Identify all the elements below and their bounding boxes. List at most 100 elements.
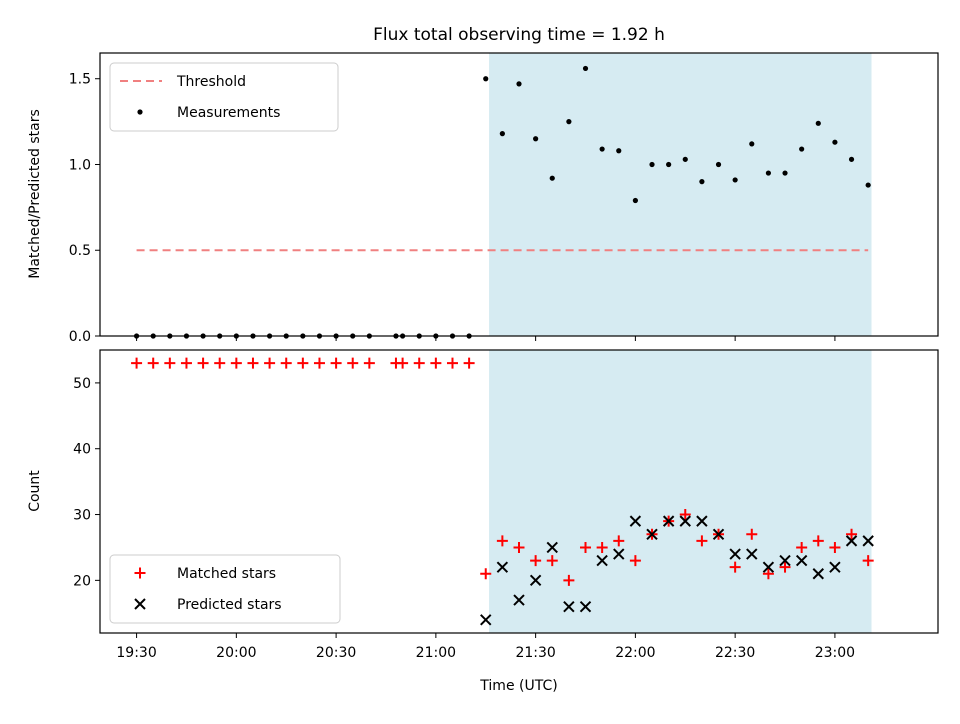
matched-star-point: [580, 541, 592, 553]
predicted-star-point: [762, 561, 775, 573]
y-tick-label: 40: [73, 442, 91, 458]
predicted-star-point: [496, 561, 509, 573]
matched-star-point: [829, 541, 841, 553]
matched-star-point: [480, 568, 492, 580]
matched-star-point: [679, 509, 691, 521]
top-y-axis-label: Matched/Predicted stars: [27, 109, 43, 279]
matched-star-point: [413, 357, 425, 369]
x-axis-label: Time (UTC): [479, 678, 557, 694]
measurement-point: [699, 179, 705, 185]
x-tick-label: 23:00: [815, 645, 855, 661]
matched-star-point: [513, 541, 525, 553]
plot-layer: 0.0 0.5 1.0 1.5 Threshold Measurements 20 30 40 5…: [69, 52, 939, 661]
legend-box: [109, 62, 339, 132]
matched-star-point: [779, 561, 791, 573]
matched-star-point: [397, 357, 409, 369]
matched-star-point: [147, 357, 159, 369]
measurement-point: [599, 146, 605, 152]
legend-label: Predicted stars: [177, 597, 282, 613]
y-tick-label: 1.0: [69, 157, 91, 173]
y-tick-label: 0.0: [69, 329, 91, 345]
predicted-star-point: [596, 554, 608, 567]
measurement-point: [765, 170, 772, 176]
matched-star-point: [330, 357, 342, 369]
matched-star-point: [563, 574, 575, 586]
matched-star-point: [264, 357, 276, 369]
observing-span: [489, 350, 872, 633]
measurement-point: [566, 119, 572, 125]
legend-label: Measurements: [177, 105, 280, 121]
matched-star-point: [812, 535, 824, 547]
measurement-point: [749, 141, 755, 147]
predicted-star-point: [480, 614, 492, 626]
matched-star-point: [762, 568, 774, 580]
matched-star-point: [180, 357, 192, 369]
measurement-point: [632, 197, 638, 204]
measurement-point: [516, 81, 522, 87]
matched-star-point: [496, 535, 508, 547]
predicted-star-point: [845, 535, 858, 547]
observing-span: [489, 53, 872, 336]
matched-star-point: [796, 541, 808, 553]
matched-star-point: [446, 357, 458, 369]
measurement-point: [782, 170, 788, 176]
predicted-star-point: [646, 528, 658, 540]
measurement-point: [815, 120, 821, 126]
matched-star-point: [629, 555, 641, 567]
predicted-star-point: [862, 535, 874, 547]
predicted-star-point: [829, 561, 841, 573]
measurement-point: [832, 139, 838, 145]
legend-matched-swatch: [134, 567, 146, 579]
matched-star-point: [746, 528, 758, 540]
x-tick-label: 20:00: [216, 645, 256, 661]
matched-star-point: [347, 357, 359, 369]
matched-star-point: [546, 555, 558, 567]
legend-label: Matched stars: [177, 566, 276, 582]
x-tick-label: 22:00: [615, 645, 655, 661]
predicted-star-point: [746, 548, 758, 560]
y-tick-label: 0.5: [69, 243, 91, 259]
x-tick-label: 19:30: [116, 645, 156, 661]
measurement-point: [732, 177, 738, 183]
matched-star-point: [164, 357, 176, 369]
matched-star-point: [463, 357, 475, 369]
x-tick-label: 21:30: [515, 645, 555, 661]
x-tick-label: 20:30: [316, 645, 356, 661]
measurement-point: [666, 161, 672, 168]
matched-star-point: [363, 357, 375, 369]
matched-star-point: [214, 357, 226, 369]
predicted-star-point: [696, 515, 708, 527]
measurement-point: [549, 175, 555, 181]
matched-star-point: [430, 357, 442, 369]
predicted-star-point: [812, 568, 824, 580]
panel-count: 20 30 40 50 19:30 20:00 20:30 21:00 21:30 22:00 22…: [73, 349, 939, 661]
matched-star-point: [613, 535, 625, 547]
predicted-star-point: [579, 600, 592, 613]
predicted-star-point: [712, 528, 725, 540]
matched-star-point: [230, 357, 242, 369]
axes-frame: [99, 52, 939, 337]
legend: Matched stars Predicted stars: [109, 554, 341, 624]
measurement-point: [483, 76, 489, 82]
axes-frame: [99, 349, 939, 634]
matched-star-point: [297, 357, 309, 369]
measurement-point: [533, 136, 539, 142]
legend: Threshold Measurements: [109, 62, 339, 132]
predicted-star-point: [779, 554, 791, 567]
predicted-star-point: [529, 574, 542, 587]
measurement-point: [715, 161, 722, 168]
matched-star-point: [530, 555, 542, 567]
y-tick-label: 30: [73, 508, 91, 524]
predicted-star-point: [795, 554, 808, 567]
matched-star-point: [846, 528, 858, 540]
predicted-star-point: [613, 548, 625, 560]
predicted-star-point: [513, 594, 525, 606]
predicted-star-point: [629, 515, 642, 527]
predicted-star-point: [546, 541, 558, 554]
predicted-star-point: [679, 515, 691, 527]
y-tick-label: 20: [73, 573, 91, 589]
predicted-star-point: [662, 515, 675, 527]
y-tick-label: 1.5: [69, 72, 91, 88]
